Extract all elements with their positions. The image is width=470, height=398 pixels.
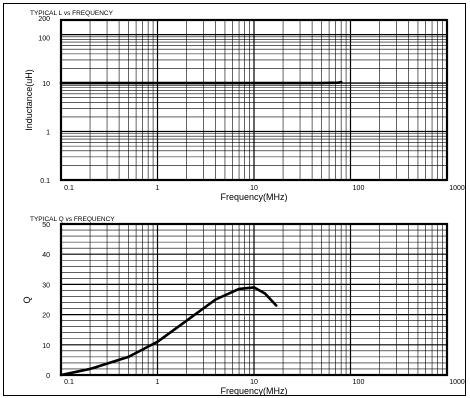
chart2-y-tick-label: 30 (42, 282, 50, 289)
chart2-title: TYPICAL Q vs FREQUENCY (30, 216, 115, 223)
chart1-y-tick-label: 10 (42, 81, 50, 88)
chart1-x-tick-label: 1 (156, 185, 160, 192)
chart1-y-tick-label: 100 (38, 36, 50, 43)
chart2-y-tick-label: 10 (42, 343, 50, 350)
figure-frame (3, 3, 466, 396)
chart1-plot-border (59, 18, 449, 182)
chart2-x-axis-label: Frequency(MHz) (220, 386, 287, 396)
chart1-y-tick-label: 1 (46, 130, 50, 137)
chart2-y-tick-label: 50 (42, 222, 50, 229)
chart1-x-tick-label: 1000 (449, 185, 465, 192)
chart2-y-axis-label: Q (22, 296, 32, 303)
chart1-y-axis-label: Inductance(uH) (24, 69, 34, 131)
chart2-y-tick-label: 20 (42, 313, 50, 320)
chart2-x-tick-label: 10 (250, 379, 258, 386)
chart2-plot-border (59, 222, 449, 377)
chart2-y-tick-label: 0 (46, 373, 50, 380)
chart1-x-tick-label: 100 (353, 185, 365, 192)
chart1-title: TYPICAL L vs FREQUENCY (30, 10, 114, 17)
chart2-y-tick-label: 40 (42, 252, 50, 259)
chart1-y-tick-label: 200 (38, 16, 50, 23)
chart1-y-tick-label: 0.1 (40, 178, 50, 185)
chart2-x-tick-label: 1000 (449, 379, 465, 386)
chart1-x-tick-label: 10 (250, 185, 258, 192)
chart2-series-line (59, 286, 278, 377)
chart2-x-tick-label: 1 (156, 379, 160, 386)
chart1-x-tick-label: 0.1 (64, 185, 74, 192)
chart2-x-tick-label: 0.1 (64, 379, 74, 386)
chart1-series-line (59, 80, 343, 85)
chart2-x-tick-label: 100 (353, 379, 365, 386)
chart1-x-axis-label: Frequency(MHz) (220, 192, 287, 202)
